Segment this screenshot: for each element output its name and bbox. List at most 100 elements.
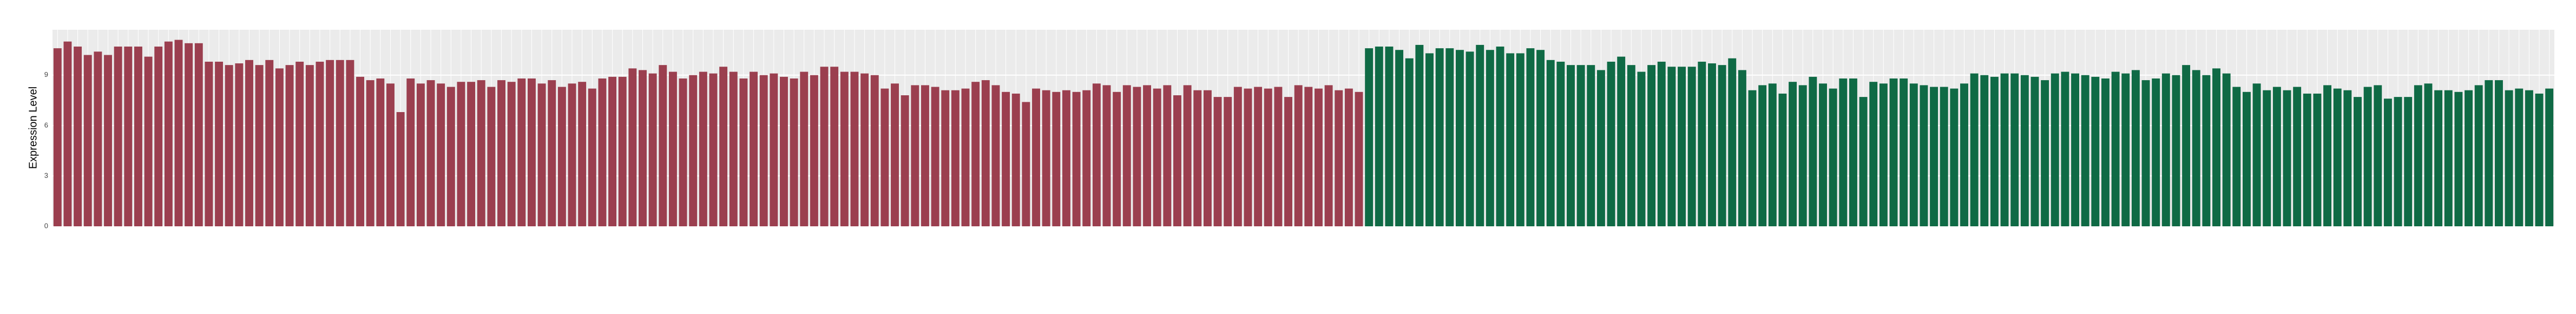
bar xyxy=(507,82,516,226)
bar xyxy=(426,80,435,227)
bar xyxy=(174,40,183,226)
bar xyxy=(1637,71,1646,227)
bar xyxy=(2051,73,2059,226)
bar xyxy=(63,41,72,226)
bar xyxy=(446,87,455,226)
bar xyxy=(709,73,718,226)
bar xyxy=(2161,73,2170,226)
bar xyxy=(1667,67,1676,226)
bar xyxy=(2374,85,2382,226)
bar xyxy=(235,63,244,227)
bar xyxy=(305,65,314,227)
bar xyxy=(2172,75,2180,226)
bar xyxy=(1092,83,1101,227)
bar xyxy=(860,73,869,226)
bar xyxy=(1395,50,1404,226)
bar xyxy=(1052,91,1061,226)
bar xyxy=(1224,97,1232,226)
bar xyxy=(275,68,284,226)
bar xyxy=(901,95,909,226)
bar xyxy=(1476,44,1484,226)
bar xyxy=(1415,44,1424,226)
bar xyxy=(557,87,566,226)
bar xyxy=(2363,87,2372,226)
bar xyxy=(255,65,264,227)
bar xyxy=(1587,65,1595,227)
bar xyxy=(2303,93,2311,226)
bar xyxy=(1274,87,1283,226)
bar xyxy=(2121,73,2130,226)
bar xyxy=(477,80,485,227)
bar xyxy=(659,65,667,227)
bar xyxy=(759,75,768,226)
bar xyxy=(2293,87,2302,226)
bar xyxy=(1385,47,1394,227)
bar xyxy=(2313,93,2322,226)
bar xyxy=(1789,82,1797,226)
bar xyxy=(1082,90,1091,226)
bar xyxy=(225,65,233,227)
bar xyxy=(1062,90,1070,226)
bar xyxy=(2394,97,2402,226)
bar xyxy=(941,90,950,226)
bar xyxy=(548,80,556,227)
bar xyxy=(326,60,334,226)
bar xyxy=(2465,90,2473,226)
bar xyxy=(679,78,687,226)
bar xyxy=(1113,91,1121,226)
bar xyxy=(1607,61,1615,226)
bar xyxy=(2485,80,2493,227)
bar xyxy=(2041,80,2049,227)
bar xyxy=(1879,83,1888,227)
bar xyxy=(2263,90,2271,226)
bar xyxy=(820,67,829,226)
bar xyxy=(154,47,163,227)
bar xyxy=(1849,78,1857,226)
bar xyxy=(1778,93,1787,226)
bar xyxy=(1011,93,1020,226)
bar xyxy=(639,70,647,226)
bar xyxy=(2333,88,2342,226)
bar xyxy=(487,87,496,226)
bar xyxy=(2505,90,2513,226)
bar xyxy=(295,61,304,226)
bar xyxy=(2030,76,2039,226)
bar xyxy=(1183,85,1192,226)
bar xyxy=(2020,75,2029,226)
bar xyxy=(1315,88,1323,226)
bar xyxy=(800,71,809,227)
bar xyxy=(2404,97,2413,226)
bar xyxy=(1708,63,1716,227)
bar xyxy=(1829,88,1837,226)
bar xyxy=(527,78,536,226)
y-tick-label: 9 xyxy=(44,70,48,78)
bar xyxy=(94,51,102,226)
bar xyxy=(1758,85,1767,226)
bar xyxy=(396,112,405,226)
bar xyxy=(1445,48,1454,226)
bar xyxy=(750,71,758,227)
bar xyxy=(1466,51,1474,226)
bar xyxy=(2091,76,2100,226)
bar xyxy=(770,73,778,226)
bar xyxy=(2081,75,2089,226)
bar xyxy=(1567,65,1575,227)
bar xyxy=(1738,70,1746,226)
bar xyxy=(719,67,728,226)
bar xyxy=(194,43,203,227)
y-tick-label: 3 xyxy=(44,171,48,179)
bar xyxy=(356,76,365,226)
bar xyxy=(961,88,970,226)
bar xyxy=(1355,91,1363,226)
bar xyxy=(1022,102,1030,226)
bar xyxy=(1768,83,1777,227)
bar xyxy=(1254,87,1263,226)
bar xyxy=(628,68,637,226)
bar xyxy=(245,60,253,226)
bar xyxy=(1496,47,1504,227)
bar xyxy=(1173,95,1181,226)
bar xyxy=(1698,61,1706,226)
bar xyxy=(618,76,627,226)
bar xyxy=(668,71,677,227)
